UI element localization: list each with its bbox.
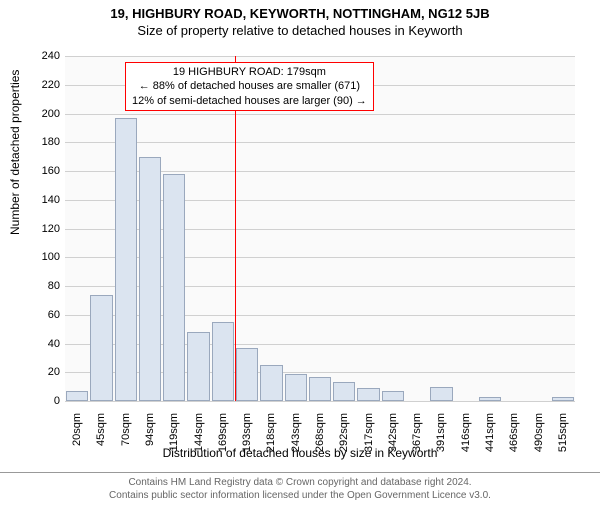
y-tick-label: 40	[20, 338, 60, 350]
y-tick-label: 100	[20, 251, 60, 263]
chart-plot-area: 02040608010012014016018020022024020sqm45…	[65, 56, 575, 401]
histogram-bar	[212, 322, 234, 401]
y-tick-label: 0	[20, 395, 60, 407]
chart-subtitle: Size of property relative to detached ho…	[0, 23, 600, 38]
annotation-line: ← 88% of detached houses are smaller (67…	[132, 79, 367, 93]
footer-line1: Contains HM Land Registry data © Crown c…	[128, 477, 471, 488]
y-tick-label: 180	[20, 136, 60, 148]
histogram-bar	[357, 388, 379, 401]
x-axis-label: Distribution of detached houses by size …	[0, 446, 600, 460]
y-axis-label: Number of detached properties	[8, 70, 22, 235]
histogram-bar	[552, 397, 574, 401]
annotation-line: 12% of semi-detached houses are larger (…	[132, 94, 367, 108]
footer-line2: Contains public sector information licen…	[109, 490, 491, 501]
gridline	[65, 401, 575, 402]
y-tick-label: 60	[20, 309, 60, 321]
chart-title: 19, HIGHBURY ROAD, KEYWORTH, NOTTINGHAM,…	[0, 6, 600, 21]
y-tick-label: 120	[20, 223, 60, 235]
histogram-bar	[236, 348, 258, 401]
annotation-line: 19 HIGHBURY ROAD: 179sqm	[132, 65, 367, 79]
histogram-bar	[260, 365, 282, 401]
y-tick-label: 160	[20, 165, 60, 177]
histogram-bar	[187, 332, 209, 401]
gridline	[65, 114, 575, 115]
y-tick-label: 240	[20, 50, 60, 62]
y-tick-label: 20	[20, 366, 60, 378]
histogram-bar	[309, 377, 331, 401]
y-tick-label: 200	[20, 108, 60, 120]
histogram-bar	[430, 387, 452, 401]
histogram-bar	[90, 295, 112, 401]
histogram-bar	[333, 382, 355, 401]
y-tick-label: 140	[20, 194, 60, 206]
plot-background: 02040608010012014016018020022024020sqm45…	[65, 56, 575, 401]
histogram-bar	[479, 397, 501, 401]
y-tick-label: 220	[20, 79, 60, 91]
histogram-bar	[115, 118, 137, 401]
histogram-bar	[139, 157, 161, 401]
footer-attribution: Contains HM Land Registry data © Crown c…	[0, 472, 600, 502]
annotation-callout: 19 HIGHBURY ROAD: 179sqm← 88% of detache…	[125, 62, 374, 111]
gridline	[65, 142, 575, 143]
histogram-bar	[285, 374, 307, 401]
histogram-bar	[382, 391, 404, 401]
gridline	[65, 56, 575, 57]
y-tick-label: 80	[20, 280, 60, 292]
histogram-bar	[163, 174, 185, 401]
histogram-bar	[66, 391, 88, 401]
